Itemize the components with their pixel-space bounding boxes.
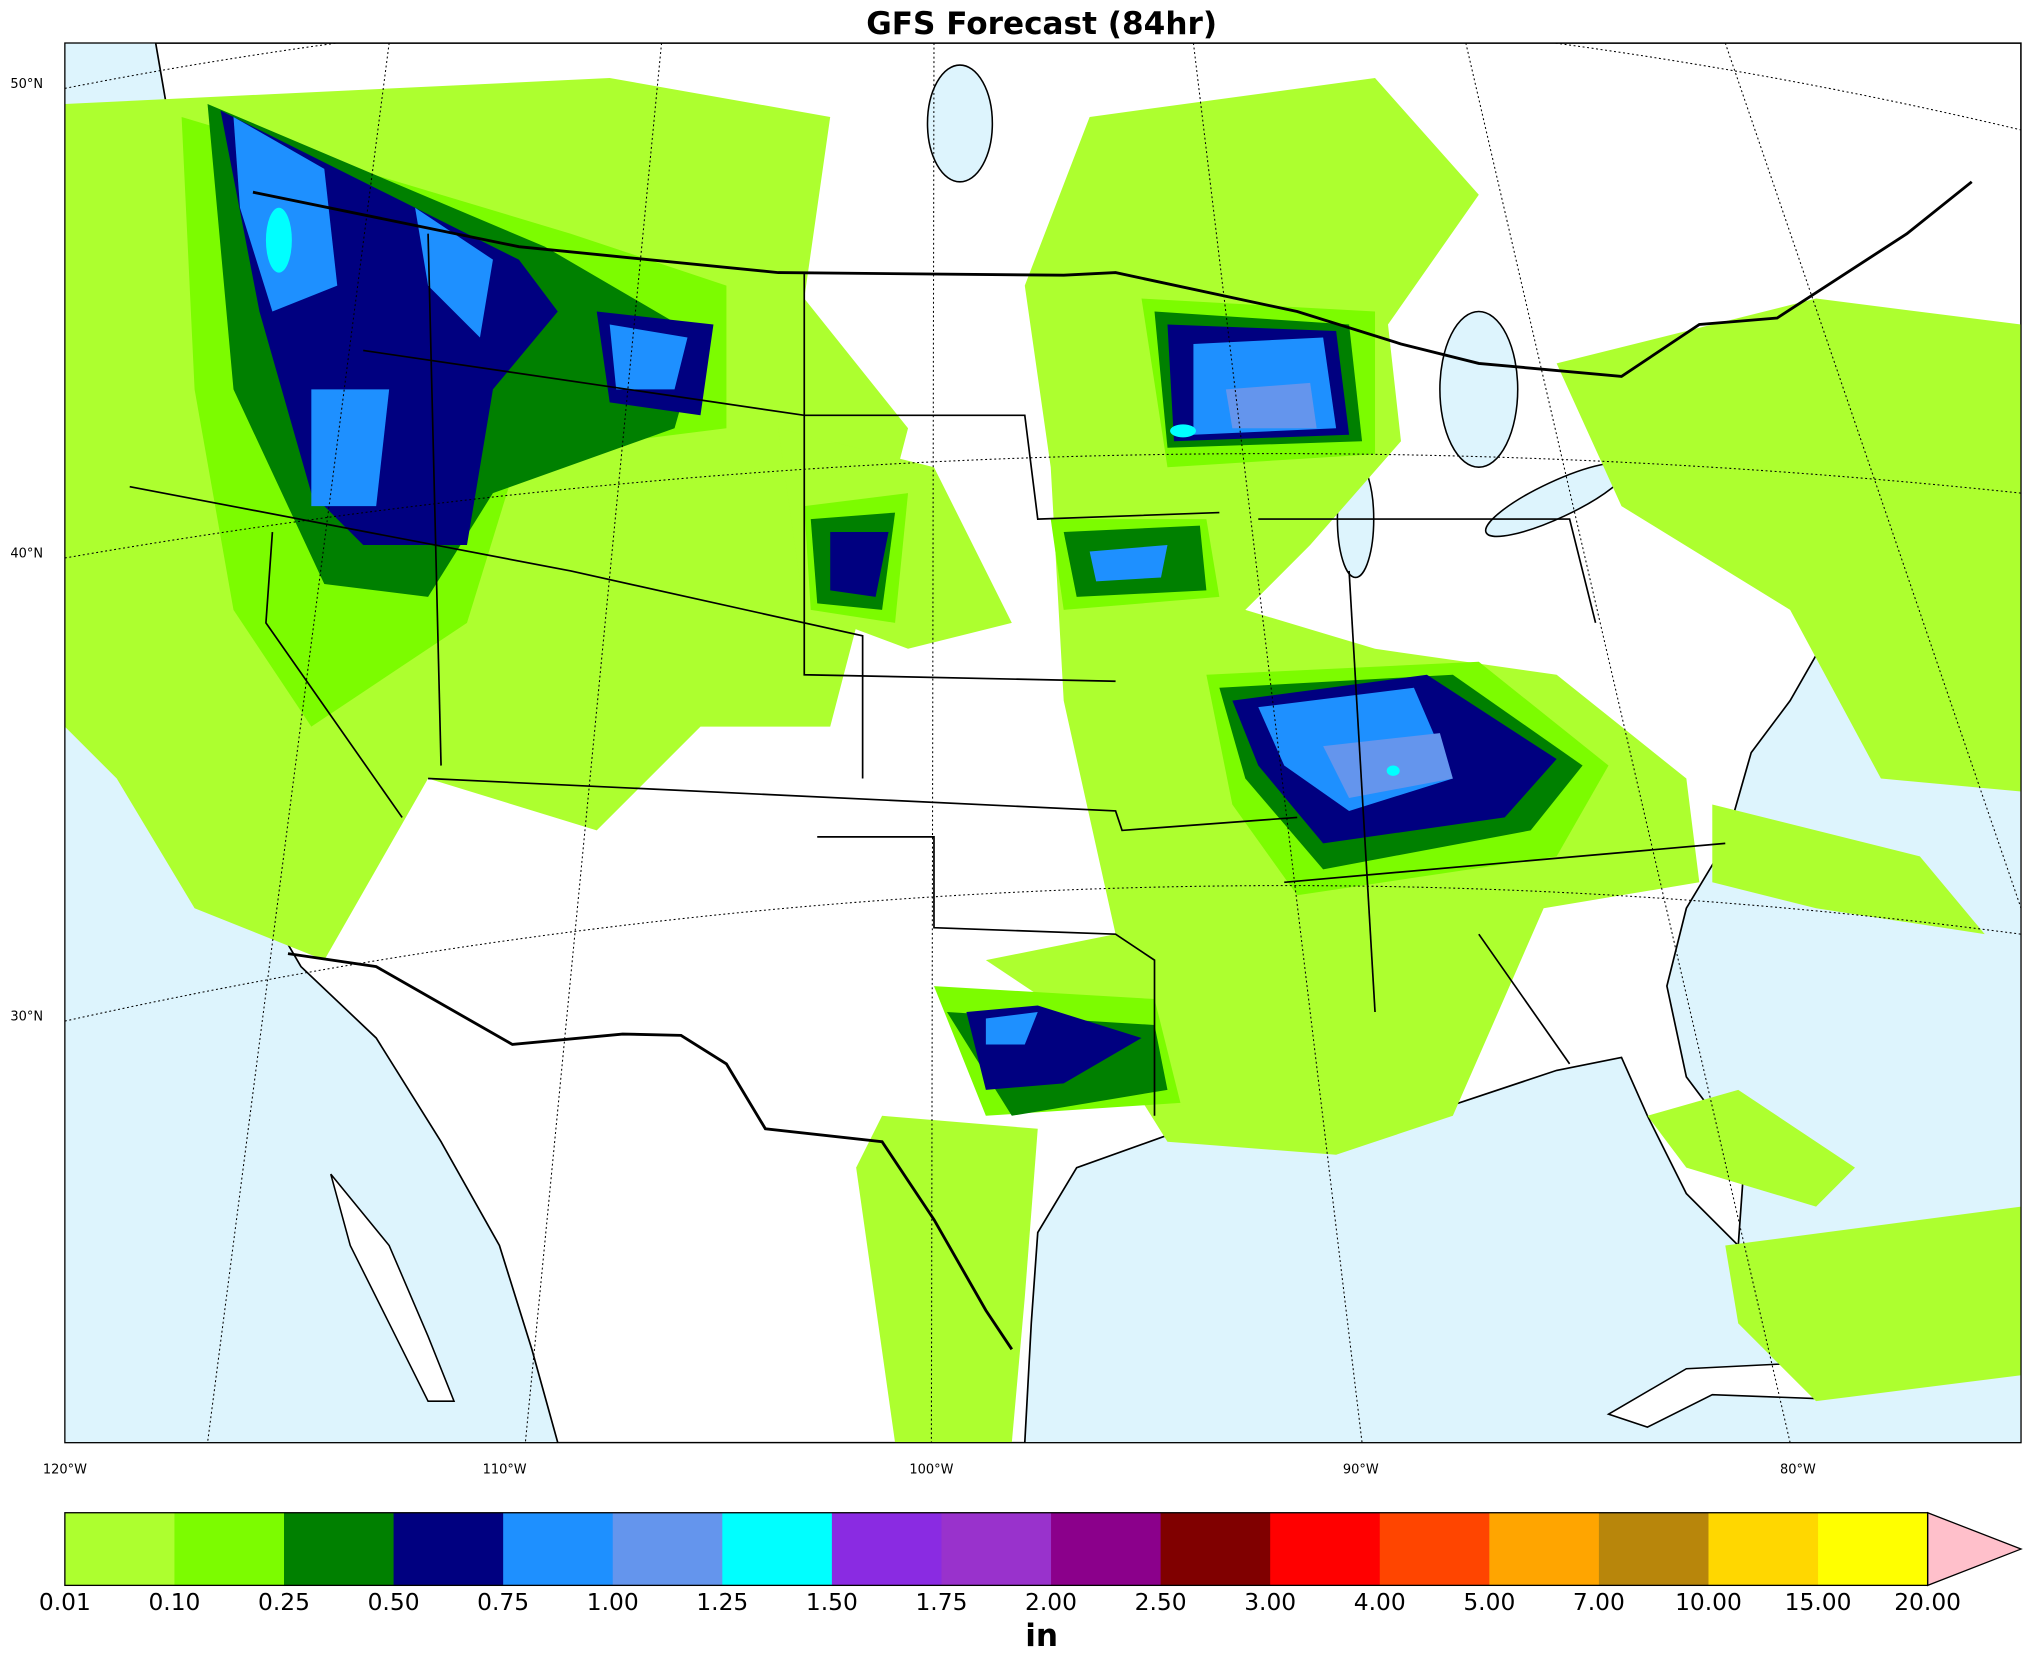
colorbar-segment (1489, 1512, 1600, 1586)
state-lines (129, 233, 1726, 1116)
colorbar-tick-label: 4.00 (1354, 1588, 1406, 1616)
colorbar-tick-label: 10.00 (1675, 1588, 1742, 1616)
lat-label: 40°N (10, 547, 43, 562)
colorbar-segment (1160, 1512, 1271, 1586)
colorbar-segment (1598, 1512, 1710, 1586)
colorbar-frame (64, 1512, 1929, 1587)
colorbar-tick-label: 1.75 (915, 1588, 967, 1616)
colorbar-tick-label: 2.00 (1025, 1588, 1077, 1616)
colorbar-tick-label: 0.25 (258, 1588, 310, 1616)
lon-label: 100°W (909, 1462, 953, 1477)
lon-label: 110°W (483, 1462, 527, 1477)
colorbar-segment (722, 1512, 833, 1586)
colorbar-segment (1818, 1512, 1929, 1586)
us-mexico-border (287, 952, 1013, 1351)
lon-labels: 120°W 110°W 100°W 90°W 80°W (43, 1462, 1816, 1477)
colorbar-segment (941, 1512, 1052, 1586)
map-frame (64, 42, 2022, 1444)
colorbar-segment (1379, 1512, 1490, 1586)
colorbar-tick-label: 1.50 (806, 1588, 858, 1616)
lat-labels: 50°N 40°N 30°N (10, 77, 43, 1025)
colorbar-tick-label: 7.00 (1573, 1588, 1625, 1616)
graticule (64, 43, 2022, 1443)
colorbar: 0.01 0.10 0.25 0.50 0.75 1.00 1.25 1.50 1.75 2.00… (39, 1511, 2023, 1616)
colorbar-tick-label: 0.50 (368, 1588, 420, 1616)
colorbar-label: in (1025, 1618, 1058, 1654)
colorbar-tick-label: 2.50 (1135, 1588, 1187, 1616)
colorbar-extension (1926, 1511, 2023, 1587)
colorbar-tick-label: 15.00 (1785, 1588, 1852, 1616)
colorbar-tick-label: 20.00 (1894, 1588, 1961, 1616)
colorbar-tick-label: 0.10 (148, 1588, 200, 1616)
precipitation (64, 78, 2022, 1443)
colorbar-tick-label: 0.01 (39, 1588, 91, 1616)
colorbar-segment (393, 1512, 504, 1586)
colorbar-tick-label: 3.00 (1244, 1588, 1296, 1616)
lon-label: 80°W (1780, 1462, 1816, 1477)
colorbar-segment (612, 1512, 723, 1586)
lat-label: 50°N (10, 77, 43, 92)
colorbar-segment (1708, 1512, 1819, 1586)
colorbar-segment (174, 1512, 285, 1586)
colorbar-segment (284, 1512, 395, 1586)
colorbar-segment (1051, 1512, 1162, 1586)
colorbar-segment (831, 1512, 943, 1586)
lon-label: 120°W (43, 1462, 87, 1477)
lat-label: 30°N (10, 1010, 43, 1025)
colorbar-segment (1270, 1512, 1381, 1586)
colorbar-tick-label: 1.00 (587, 1588, 639, 1616)
colorbar-tick-label: 5.00 (1463, 1588, 1515, 1616)
colorbar-segment (64, 1512, 176, 1586)
colorbar-tick-label: 0.75 (477, 1588, 529, 1616)
map (64, 43, 2022, 1443)
baja (330, 1173, 456, 1402)
map-title: GFS Forecast (84hr) (866, 6, 1217, 42)
us-canada-border (252, 180, 1973, 378)
colorbar-tick-label: 1.25 (696, 1588, 748, 1616)
lon-label: 90°W (1343, 1462, 1379, 1477)
colorbar-segment (503, 1512, 614, 1586)
